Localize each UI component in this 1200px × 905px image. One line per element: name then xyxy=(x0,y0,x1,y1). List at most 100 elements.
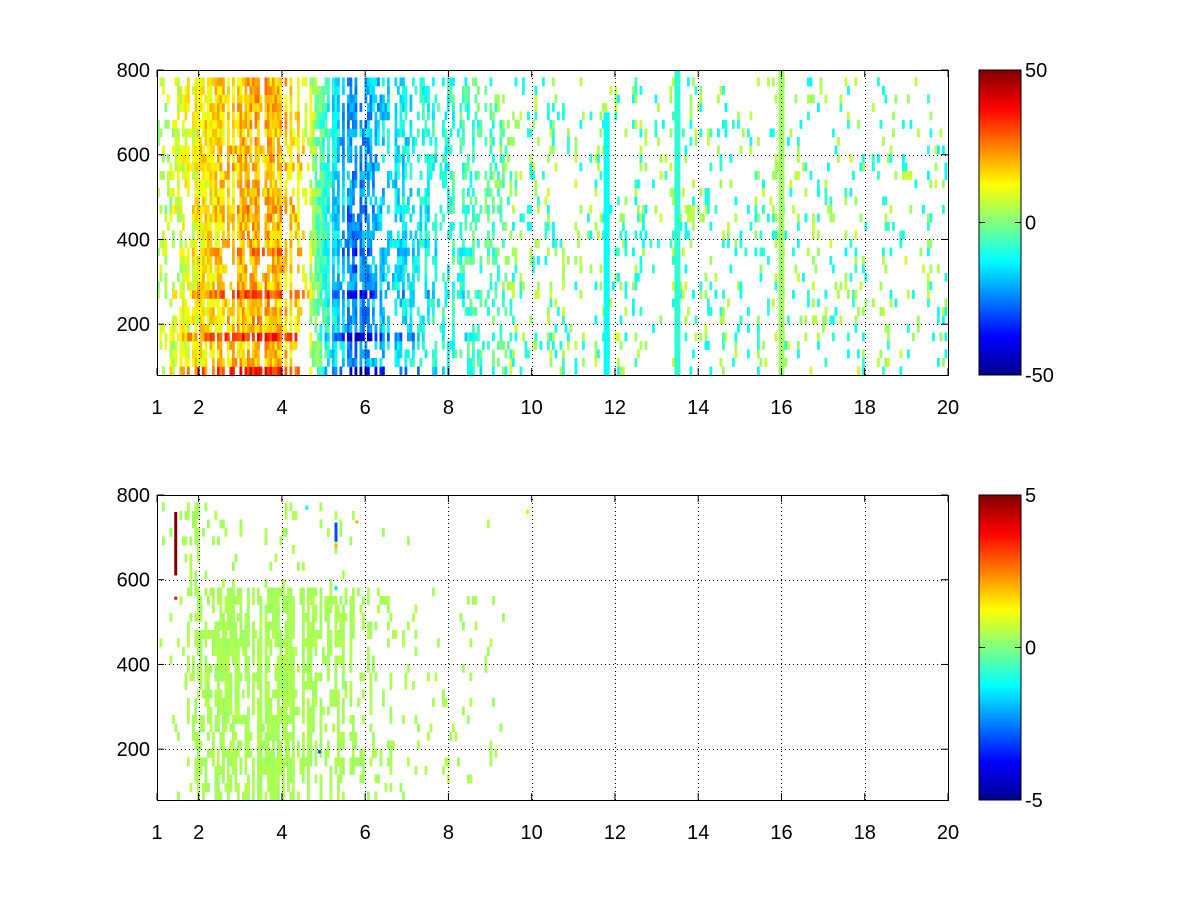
heatmap-cell xyxy=(267,698,270,707)
heatmap-cell xyxy=(179,205,183,214)
heatmap-cell xyxy=(449,145,453,155)
heatmap-cell xyxy=(199,213,203,223)
heatmap-cell xyxy=(349,766,353,775)
heatmap-cell xyxy=(274,757,278,767)
heatmap-cell xyxy=(514,247,518,257)
heatmap-cell xyxy=(272,774,275,784)
heatmap-cell xyxy=(187,145,190,155)
heatmap-cell xyxy=(209,154,213,163)
heatmap-cell xyxy=(634,281,638,291)
heatmap-cell xyxy=(854,196,858,206)
heatmap-cell xyxy=(232,103,235,112)
heatmap-cell xyxy=(277,757,280,767)
heatmap-cell xyxy=(384,103,388,112)
heatmap-cell xyxy=(242,128,245,138)
heatmap-cell xyxy=(382,128,385,138)
heatmap-cell xyxy=(554,324,558,333)
heatmap-cell xyxy=(634,188,638,197)
heatmap-cell xyxy=(242,256,245,265)
heatmap-cell xyxy=(452,290,455,299)
heatmap-cell xyxy=(309,145,313,155)
heatmap-cell xyxy=(509,137,513,146)
heatmap-cell xyxy=(387,757,390,767)
heatmap-cell xyxy=(367,307,370,316)
heatmap-cell xyxy=(217,366,220,376)
heatmap-cell xyxy=(512,358,515,367)
heatmap-cell xyxy=(172,715,175,724)
heatmap-cell xyxy=(204,222,208,231)
heatmap-cell xyxy=(509,349,513,359)
heatmap-cell xyxy=(307,757,310,767)
heatmap-cell xyxy=(279,162,283,172)
heatmap-cell xyxy=(374,111,378,121)
heatmap-cell xyxy=(349,596,353,605)
heatmap-cell xyxy=(314,111,318,121)
heatmap-cell xyxy=(254,196,258,206)
heatmap-cell xyxy=(344,596,348,605)
heatmap-cell xyxy=(452,281,455,291)
heatmap-cell xyxy=(197,298,200,308)
heatmap-cell xyxy=(472,145,475,155)
heatmap-cell xyxy=(372,162,375,172)
heatmap-cell xyxy=(817,103,820,112)
heatmap-cell xyxy=(219,103,223,112)
heatmap-cell xyxy=(787,341,790,350)
heatmap-cell xyxy=(264,298,268,308)
heatmap-cell xyxy=(324,77,328,87)
heatmap-cell xyxy=(632,94,635,104)
heatmap-cell xyxy=(452,298,455,308)
heatmap-cell xyxy=(387,621,390,631)
heatmap-cell xyxy=(557,111,560,121)
heatmap-cell xyxy=(509,307,513,316)
heatmap-cell xyxy=(854,324,858,333)
heatmap-cell xyxy=(262,766,265,775)
heatmap-cell xyxy=(237,681,240,690)
heatmap-cell xyxy=(387,638,390,648)
heatmap-cell xyxy=(624,332,628,342)
heatmap-cell xyxy=(402,264,405,274)
heatmap-cell xyxy=(277,103,280,112)
heatmap-cell xyxy=(537,137,540,146)
heatmap-cell xyxy=(332,290,335,299)
heatmap-cell xyxy=(479,128,483,138)
heatmap-cell xyxy=(179,145,183,155)
heatmap-cell xyxy=(447,145,450,155)
heatmap-cell xyxy=(219,120,223,129)
heatmap-cell xyxy=(362,205,365,214)
heatmap-cell xyxy=(324,128,328,138)
heatmap-cell xyxy=(812,222,815,231)
heatmap-cell xyxy=(217,596,220,605)
heatmap-cell xyxy=(214,298,218,308)
heatmap-cell xyxy=(237,281,240,291)
heatmap-cell xyxy=(387,111,390,121)
heatmap-cell xyxy=(237,128,240,138)
heatmap-cell xyxy=(309,120,313,129)
heatmap-cell xyxy=(222,137,225,146)
heatmap-cell xyxy=(757,366,760,376)
heatmap-cell xyxy=(689,366,693,376)
heatmap-cell xyxy=(364,120,368,129)
heatmap-cell xyxy=(254,672,258,682)
heatmap-cell xyxy=(252,349,255,359)
heatmap-cell xyxy=(212,366,215,376)
heatmap-cell xyxy=(739,281,743,291)
heatmap-cell xyxy=(297,171,300,180)
y-tick-label: 800 xyxy=(117,60,150,82)
heatmap-cell xyxy=(349,222,353,231)
heatmap-cell xyxy=(284,247,288,257)
heatmap-cell xyxy=(462,120,465,129)
heatmap-cell xyxy=(772,205,775,214)
heatmap-cell xyxy=(424,128,428,138)
heatmap-cell xyxy=(182,145,185,155)
heatmap-cell xyxy=(202,145,205,155)
heatmap-cell xyxy=(314,358,318,367)
heatmap-cell xyxy=(192,511,195,520)
heatmap-cell xyxy=(284,638,288,648)
heatmap-cell xyxy=(217,757,220,767)
heatmap-cell xyxy=(379,281,383,291)
heatmap-cell xyxy=(899,230,903,240)
heatmap-cell xyxy=(222,757,225,767)
heatmap-cell xyxy=(289,791,293,801)
heatmap-cell xyxy=(252,230,255,240)
heatmap-cell xyxy=(204,154,208,163)
